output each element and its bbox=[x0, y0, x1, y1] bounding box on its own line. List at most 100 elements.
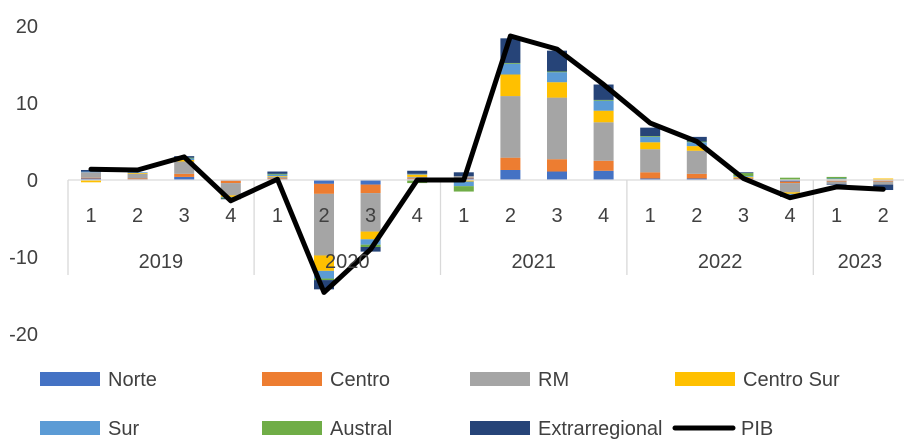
x-tick-label-quarter: 4 bbox=[225, 205, 236, 227]
x-tick-label-quarter: 2 bbox=[691, 205, 702, 227]
x-tick-label-year: 2021 bbox=[511, 251, 556, 273]
y-tick-label: -20 bbox=[9, 324, 38, 346]
x-tick-label-quarter: 2 bbox=[878, 205, 889, 227]
bar-austral bbox=[826, 176, 847, 179]
legend-swatch-norte bbox=[40, 372, 100, 386]
bar-centro-sur bbox=[81, 180, 101, 183]
bar-norte bbox=[81, 178, 101, 180]
bar-norte bbox=[686, 178, 707, 180]
bar-centro bbox=[873, 180, 894, 182]
bar-centro-sur bbox=[407, 174, 428, 177]
bar-austral bbox=[453, 186, 474, 192]
legend-swatch-austral bbox=[262, 421, 322, 435]
bar-norte bbox=[500, 169, 521, 180]
legend-item-rm: RM bbox=[470, 369, 569, 391]
legend-label: Centro Sur bbox=[743, 369, 840, 391]
bar-sur bbox=[81, 171, 101, 173]
bar-austral bbox=[267, 173, 288, 175]
bar-extrarregional bbox=[314, 280, 334, 290]
bar-rm bbox=[127, 173, 148, 179]
x-tick-label-year: 2023 bbox=[838, 251, 883, 273]
x-tick-label-quarter: 3 bbox=[738, 205, 749, 227]
bar-centro bbox=[826, 180, 847, 182]
bar-austral bbox=[640, 136, 661, 137]
bar-sur bbox=[407, 173, 428, 175]
x-tick-label-quarter: 2 bbox=[505, 205, 516, 227]
x-tick-label-quarter: 1 bbox=[85, 205, 96, 227]
bar-rm bbox=[500, 96, 521, 158]
x-tick-label-year: 2019 bbox=[139, 251, 184, 273]
bar-sur bbox=[547, 72, 567, 83]
bar-rm bbox=[826, 181, 847, 184]
y-axis-ticks: 20 10 0 -10 -20 bbox=[9, 16, 38, 346]
bar-centro-sur bbox=[360, 231, 381, 240]
bar-rm bbox=[81, 172, 101, 178]
bar-norte bbox=[174, 176, 195, 180]
legend-label: Centro bbox=[330, 369, 390, 391]
bar-austral bbox=[500, 62, 521, 64]
bar-extrarregional bbox=[640, 127, 661, 137]
y-tick-label: 0 bbox=[27, 170, 38, 192]
legend-item-sur: Sur bbox=[40, 418, 139, 440]
bar-norte bbox=[780, 180, 800, 182]
bar-rm bbox=[547, 97, 567, 160]
legend-label: PIB bbox=[741, 418, 773, 440]
legend-item-austral: Austral bbox=[262, 418, 392, 440]
legend-label: RM bbox=[538, 369, 569, 391]
bar-austral bbox=[733, 173, 754, 177]
x-tick-label-year: 2020 bbox=[325, 251, 370, 273]
legend-item-centro: Centro bbox=[262, 369, 390, 391]
bar-centro bbox=[640, 172, 661, 179]
bar-norte bbox=[314, 180, 334, 184]
x-tick-label-quarter: 4 bbox=[412, 205, 423, 227]
x-tick-label-quarter: 1 bbox=[645, 205, 656, 227]
bar-centro-sur bbox=[873, 178, 894, 180]
bar-centro bbox=[500, 157, 521, 170]
bar-centro bbox=[314, 183, 334, 194]
bar-centro bbox=[127, 178, 148, 180]
x-tick-label-quarter: 3 bbox=[551, 205, 562, 227]
legend-item-pib: PIB bbox=[672, 418, 773, 440]
legend-label: Extrarregional bbox=[538, 418, 663, 440]
bar-rm bbox=[686, 150, 707, 174]
bar-norte bbox=[640, 178, 661, 180]
x-tick-label-quarter: 4 bbox=[784, 205, 795, 227]
legend-item-extrarregional: Extrarregional bbox=[470, 418, 663, 440]
bar-centro bbox=[547, 159, 567, 172]
legend-swatch-centro-sur bbox=[675, 372, 735, 386]
pib-line bbox=[88, 33, 886, 295]
bar-rm bbox=[780, 183, 800, 193]
bar-rm bbox=[873, 181, 894, 185]
bar-extrarregional bbox=[267, 171, 288, 174]
bar-centro-sur bbox=[500, 74, 521, 97]
bar-centro-sur bbox=[686, 146, 707, 151]
bar-rm bbox=[314, 193, 334, 256]
bar-centro bbox=[220, 180, 241, 184]
bar-centro-sur bbox=[593, 110, 614, 123]
series-line-pib bbox=[88, 33, 886, 295]
x-tick-label-quarter: 3 bbox=[179, 205, 190, 227]
bar-austral bbox=[780, 177, 800, 180]
x-tick-label-quarter: 1 bbox=[272, 205, 283, 227]
bar-centro-sur bbox=[640, 142, 661, 150]
x-tick-label-quarter: 4 bbox=[598, 205, 609, 227]
bar-sur bbox=[314, 270, 334, 279]
bar-extrarregional bbox=[407, 170, 428, 174]
legend-label: Sur bbox=[108, 418, 139, 440]
x-tick-label-quarter: 2 bbox=[318, 205, 329, 227]
bar-centro bbox=[360, 184, 381, 194]
legend-item-norte: Norte bbox=[40, 369, 157, 391]
legend-item-centro-sur: Centro Sur bbox=[675, 369, 840, 391]
legend-swatch-rm bbox=[470, 372, 530, 386]
bar-centro-sur bbox=[220, 195, 241, 197]
bar-centro bbox=[81, 177, 101, 179]
bar-centro-sur bbox=[780, 192, 800, 194]
x-tick-label-quarter: 2 bbox=[132, 205, 143, 227]
bar-sur bbox=[267, 174, 288, 177]
bar-sur bbox=[220, 196, 241, 198]
x-tick-label-quarter: 3 bbox=[365, 205, 376, 227]
bar-rm bbox=[640, 149, 661, 173]
bar-sur bbox=[593, 100, 614, 111]
legend-swatch-sur bbox=[40, 421, 100, 435]
bar-rm bbox=[360, 193, 381, 232]
